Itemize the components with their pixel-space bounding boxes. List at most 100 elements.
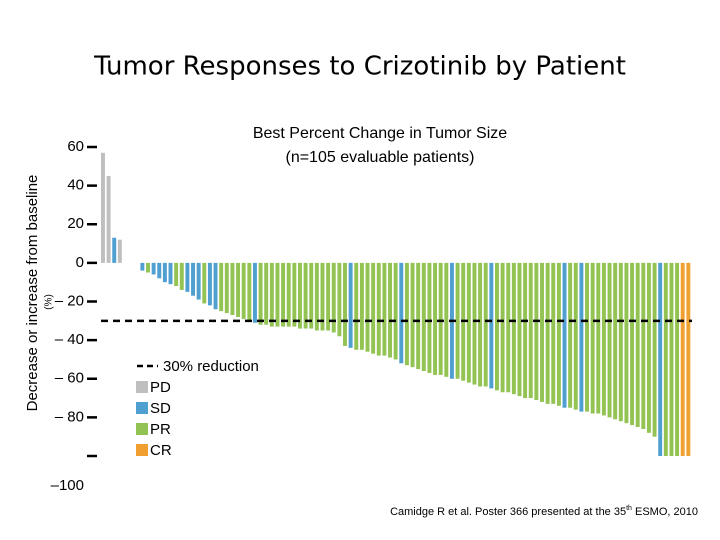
- bar: [573, 262, 578, 410]
- y-tick-label: 60: [67, 138, 84, 155]
- y-tick-label: 0: [76, 254, 84, 271]
- bar: [630, 262, 635, 426]
- bar: [298, 262, 302, 329]
- bar: [545, 262, 550, 404]
- bar: [562, 262, 567, 408]
- bar: [568, 262, 573, 408]
- bar: [292, 262, 297, 327]
- y-axis-unit: (%): [44, 294, 55, 310]
- bar: [258, 262, 263, 325]
- bar: [185, 262, 190, 292]
- bar: [410, 262, 415, 368]
- bar: [399, 262, 404, 364]
- bar: [511, 262, 516, 395]
- bar: [241, 262, 246, 319]
- bar: [207, 262, 212, 306]
- bar: [613, 262, 618, 420]
- bar: [359, 262, 364, 350]
- legend-label: PD: [150, 379, 171, 396]
- bar: [658, 262, 663, 456]
- bar: [556, 262, 561, 406]
- bar: [635, 262, 640, 428]
- bar: [444, 262, 449, 377]
- bar: [117, 239, 122, 263]
- legend-swatch: [136, 423, 148, 435]
- bar: [371, 262, 376, 354]
- y-tick-label: – 80: [55, 408, 84, 425]
- legend-label: CR: [150, 442, 172, 459]
- bar: [264, 262, 269, 325]
- bar: [376, 262, 381, 356]
- y-tick-label: 20: [67, 215, 84, 232]
- bar: [585, 262, 589, 412]
- bar: [540, 262, 544, 402]
- source-text: ESMO, 2010: [632, 506, 698, 518]
- bar: [179, 262, 184, 290]
- bar: [112, 237, 117, 263]
- bar: [641, 262, 646, 429]
- bar: [483, 262, 488, 387]
- bar: [646, 262, 651, 433]
- bar: [438, 262, 443, 375]
- bar: [343, 262, 347, 346]
- source-text: Camidge R et al. Poster 366 presented at…: [390, 506, 626, 518]
- bar: [506, 262, 511, 393]
- bar: [382, 262, 387, 356]
- legend-label: SD: [150, 400, 171, 417]
- bar: [551, 262, 556, 404]
- bar: [101, 152, 105, 263]
- bar: [534, 262, 539, 400]
- legend-swatch: [136, 444, 148, 456]
- legend-label: 30% reduction: [163, 358, 259, 375]
- bar: [354, 262, 359, 350]
- bar: [388, 262, 392, 358]
- bar: [523, 262, 528, 399]
- bar: [404, 262, 409, 366]
- bar: [517, 262, 522, 397]
- bar: [337, 262, 342, 337]
- page-title: Tumor Responses to Crizotinib by Patient: [93, 52, 626, 82]
- bar: [151, 262, 156, 275]
- legend-label: PR: [150, 421, 171, 438]
- bar: [466, 262, 471, 383]
- bar: [624, 262, 629, 424]
- bar: [202, 262, 207, 304]
- bar: [219, 262, 224, 312]
- bar: [275, 262, 280, 327]
- bar: [303, 262, 308, 329]
- bar: [269, 262, 274, 327]
- chart-subtitle: (n=105 evaluable patients): [285, 149, 474, 166]
- bar: [157, 262, 162, 279]
- y-tick-label: 40: [67, 177, 84, 194]
- bar: [224, 262, 229, 314]
- bar: [213, 262, 218, 310]
- bar: [590, 262, 595, 414]
- bar: [146, 262, 150, 273]
- bar: [478, 262, 483, 387]
- bar: [348, 262, 353, 348]
- bar: [427, 262, 432, 373]
- bar: [174, 262, 179, 287]
- bar: [675, 262, 680, 456]
- legend-swatch: [136, 402, 148, 414]
- source-sup: th: [626, 505, 632, 512]
- bar: [230, 262, 235, 316]
- bar: [455, 262, 460, 379]
- bar: [686, 262, 691, 456]
- y-tick-label: – 20: [55, 292, 84, 309]
- bar: [326, 262, 331, 331]
- bar: [320, 262, 325, 331]
- bar: [196, 262, 201, 300]
- bar: [433, 262, 438, 375]
- bar: [596, 262, 601, 414]
- bar: [106, 175, 111, 263]
- bar: [663, 262, 668, 456]
- bar: [314, 262, 319, 331]
- bar: [191, 262, 195, 296]
- chart-title: Best Percent Change in Tumor Size: [253, 125, 507, 142]
- bar: [500, 262, 505, 393]
- bar: [579, 262, 584, 412]
- bar: [669, 262, 674, 456]
- bar: [416, 262, 421, 370]
